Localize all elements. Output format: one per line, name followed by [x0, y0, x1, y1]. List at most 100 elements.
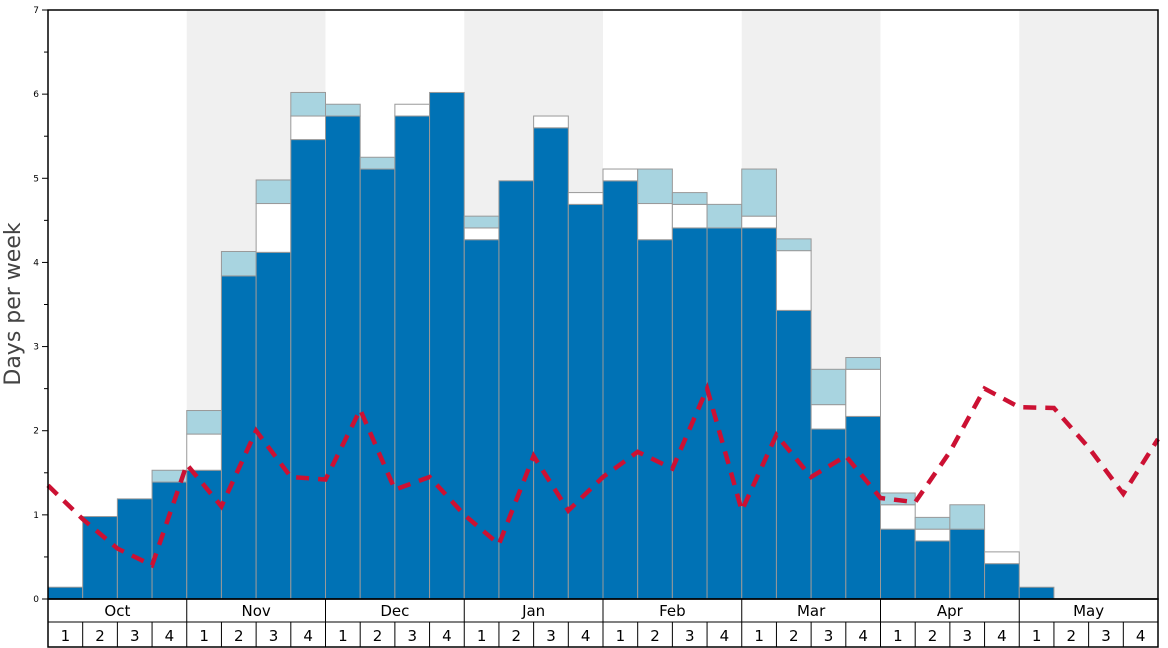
bar-white — [534, 116, 569, 128]
week-label: 2 — [234, 627, 244, 645]
week-label: 4 — [442, 627, 452, 645]
week-label: 4 — [581, 627, 591, 645]
bar-base — [464, 240, 499, 599]
week-label: 1 — [1032, 627, 1042, 645]
bar-base — [915, 541, 950, 599]
week-label: 3 — [269, 627, 279, 645]
week-label: 2 — [650, 627, 660, 645]
bar-white — [881, 505, 916, 529]
bar-base — [291, 140, 326, 599]
bar-white — [846, 369, 881, 416]
week-label: 3 — [407, 627, 417, 645]
bar-base — [603, 181, 638, 599]
month-label-jan: Jan — [521, 602, 545, 620]
bar-base — [221, 276, 256, 599]
week-label: 2 — [512, 627, 522, 645]
bar-white — [672, 204, 707, 228]
bar-base — [846, 416, 881, 599]
month-label-nov: Nov — [241, 602, 270, 620]
bar-light — [291, 92, 326, 116]
week-label: 1 — [754, 627, 764, 645]
week-label: 1 — [338, 627, 348, 645]
week-label: 4 — [997, 627, 1007, 645]
bar-base — [950, 529, 985, 599]
bar-white — [638, 204, 673, 240]
bar-base — [742, 228, 777, 599]
week-label: 3 — [962, 627, 972, 645]
bar-white — [464, 228, 499, 240]
week-label: 4 — [720, 627, 730, 645]
y-axis-title: Days per week — [1, 222, 26, 385]
bar-base — [985, 564, 1020, 599]
bar-white — [395, 104, 430, 116]
bar-base — [48, 587, 83, 599]
week-label: 1 — [199, 627, 209, 645]
bar-white — [742, 216, 777, 228]
bar-base — [672, 228, 707, 599]
bar-white — [985, 552, 1020, 564]
bar-white — [915, 529, 950, 541]
week-label: 4 — [303, 627, 313, 645]
bar-white — [187, 434, 222, 470]
y-tick-label: 1 — [33, 511, 39, 521]
bar-white — [603, 169, 638, 181]
bar-white — [811, 405, 846, 429]
bar-base — [152, 482, 187, 599]
month-label-may: May — [1073, 602, 1104, 620]
x-axis-labels: Oct Nov Dec Jan Feb Mar Apr May 1 2 3 4 1 2 3 4 1 2 3 4 1 2 3 4… — [48, 599, 1158, 647]
week-label: 2 — [928, 627, 938, 645]
bar-white — [776, 251, 811, 311]
bar-light — [221, 251, 256, 275]
y-axis-ticks: 0 1 2 3 4 5 6 7 — [33, 6, 48, 605]
bar-white — [291, 116, 326, 140]
bar-base — [256, 252, 291, 599]
week-label: 2 — [373, 627, 383, 645]
bar-light — [638, 169, 673, 203]
bar-base — [83, 517, 118, 599]
week-label: 3 — [685, 627, 695, 645]
bar-light — [187, 411, 222, 435]
week-label: 2 — [789, 627, 799, 645]
month-label-dec: Dec — [380, 602, 409, 620]
week-label: 4 — [165, 627, 175, 645]
bar-white — [256, 204, 291, 253]
bar-base — [326, 116, 361, 599]
bar-base — [430, 92, 465, 599]
bar-light — [742, 169, 777, 216]
bar-base — [568, 204, 603, 599]
bar-light — [950, 505, 985, 529]
bar-base — [534, 128, 569, 599]
bar-light — [672, 193, 707, 205]
bar-light — [776, 239, 811, 251]
bar-light — [846, 358, 881, 370]
month-shade-may — [1019, 10, 1158, 599]
week-label: 3 — [546, 627, 556, 645]
week-label: 1 — [893, 627, 903, 645]
bar-base — [881, 529, 916, 599]
week-label: 1 — [616, 627, 626, 645]
week-label: 3 — [1101, 627, 1111, 645]
bar-light — [811, 369, 846, 404]
y-tick-label: 0 — [33, 595, 39, 605]
bar-base — [811, 429, 846, 599]
bar-light — [915, 517, 950, 529]
bar-base — [638, 240, 673, 599]
bar-base — [776, 310, 811, 599]
week-label: 2 — [1067, 627, 1077, 645]
week-label: 2 — [95, 627, 105, 645]
week-label: 3 — [824, 627, 834, 645]
bar-base — [395, 116, 430, 599]
y-tick-label: 2 — [33, 427, 39, 437]
y-tick-label: 3 — [33, 343, 39, 353]
bar-light — [360, 157, 395, 169]
bar-light — [707, 204, 742, 228]
month-label-feb: Feb — [659, 602, 686, 620]
bar-light — [326, 104, 361, 116]
week-label: 1 — [61, 627, 71, 645]
week-label: 3 — [130, 627, 140, 645]
month-label-mar: Mar — [797, 602, 826, 620]
bar-light — [464, 216, 499, 228]
bar-base — [187, 470, 222, 599]
y-tick-label: 4 — [33, 258, 39, 268]
